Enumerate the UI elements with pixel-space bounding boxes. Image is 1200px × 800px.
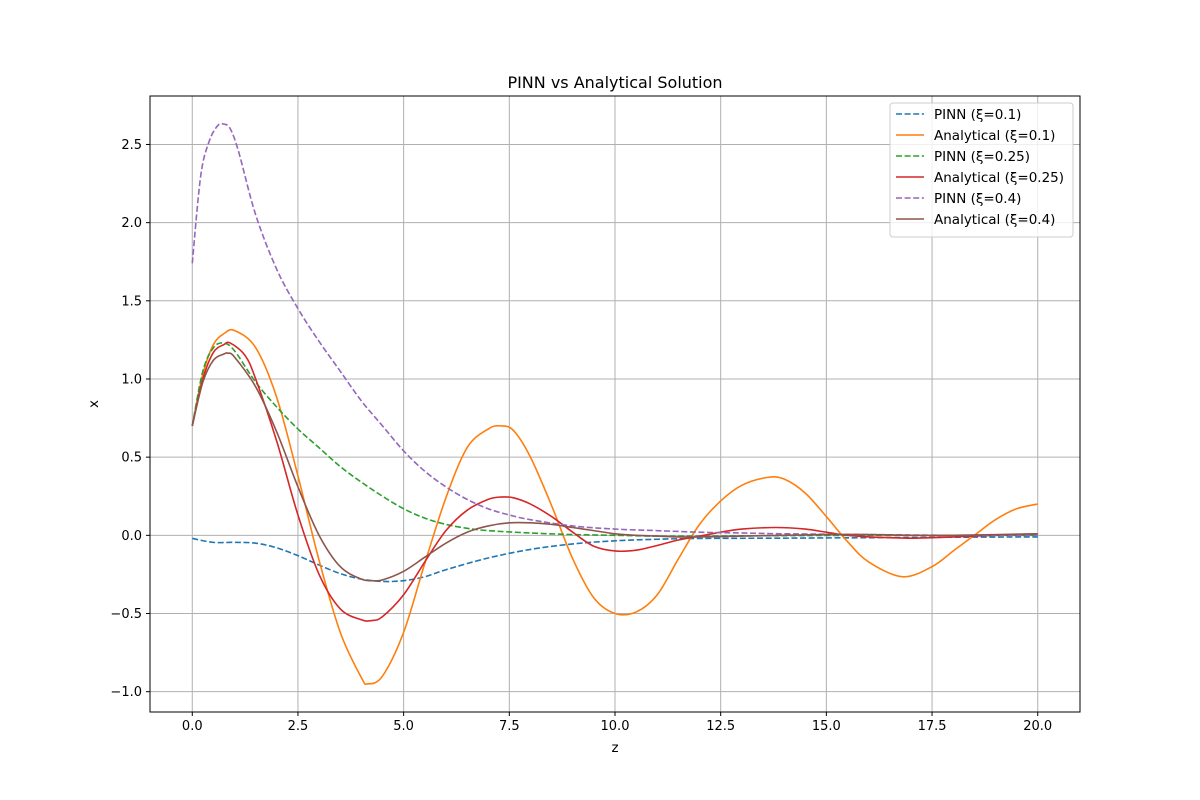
x-axis-label: z bbox=[611, 740, 618, 756]
series-line-5 bbox=[191, 122, 1038, 537]
x-tick-label: 0.0 bbox=[182, 719, 203, 734]
y-tick-label: 0.0 bbox=[121, 529, 142, 544]
y-axis: −1.0 −0.5 0.0 0.5 1.0 1.5 2.0 2.5 bbox=[110, 138, 150, 700]
legend-label: Analytical (ξ=0.4) bbox=[934, 212, 1055, 228]
x-tick-label: 7.5 bbox=[499, 719, 520, 734]
y-tick-label: 2.0 bbox=[121, 216, 142, 231]
series-line-6 bbox=[191, 352, 1038, 582]
legend-label: PINN (ξ=0.1) bbox=[934, 107, 1021, 123]
legend: PINN (ξ=0.1) Analytical (ξ=0.1) PINN (ξ=0.… bbox=[889, 102, 1074, 238]
chart-title: PINN vs Analytical Solution bbox=[507, 73, 722, 92]
series-line-1 bbox=[192, 536, 1038, 583]
x-axis: 0.0 2.5 5.0 7.5 10.0 12.5 15.0 17.5 20.0 bbox=[182, 712, 1052, 734]
x-tick-label: 17.5 bbox=[918, 719, 947, 734]
y-tick-label: 1.0 bbox=[121, 372, 142, 387]
legend-label: Analytical (ξ=0.1) bbox=[934, 128, 1055, 144]
y-tick-label: 2.5 bbox=[121, 138, 142, 153]
x-tick-label: 12.5 bbox=[706, 719, 735, 734]
series-line-4 bbox=[191, 341, 1038, 622]
x-tick-label: 20.0 bbox=[1023, 719, 1052, 734]
x-tick-label: 2.5 bbox=[288, 719, 309, 734]
x-tick-label: 10.0 bbox=[601, 719, 630, 734]
legend-label: PINN (ξ=0.4) bbox=[934, 191, 1021, 207]
y-tick-label: 1.5 bbox=[121, 294, 142, 309]
plot-area bbox=[191, 122, 1038, 686]
legend-box bbox=[889, 102, 1074, 238]
series-line-2 bbox=[191, 328, 1038, 686]
x-tick-label: 15.0 bbox=[812, 719, 841, 734]
y-tick-label: −0.5 bbox=[110, 607, 142, 622]
legend-label: Analytical (ξ=0.25) bbox=[934, 170, 1064, 186]
y-tick-label: 0.5 bbox=[121, 451, 142, 466]
legend-label: PINN (ξ=0.25) bbox=[934, 149, 1030, 165]
y-tick-label: −1.0 bbox=[110, 685, 142, 700]
x-tick-label: 5.0 bbox=[393, 719, 414, 734]
y-axis-label: x bbox=[86, 400, 102, 408]
